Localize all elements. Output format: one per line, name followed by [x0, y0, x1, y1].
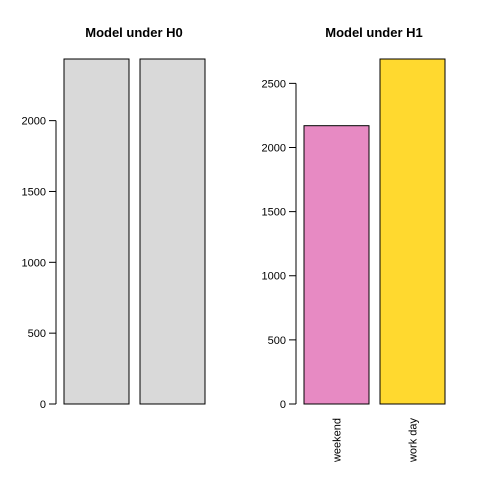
bar-h1-2 [379, 58, 446, 405]
y-tick-label-h1-500: 500 [268, 335, 286, 347]
chart-panel-h0: Model under H0 0 500 1000 1500 2000 [22, 25, 206, 411]
y-tick-label-h0-2000: 2000 [22, 116, 46, 128]
y-tick-label-h0-500: 500 [28, 328, 46, 340]
chart-title-h0: Model under H0 [85, 25, 183, 40]
chart-panel-h1: Model under H1 0 500 1000 1500 2000 2500 weeke… [262, 25, 446, 464]
y-tick-label-h1-0: 0 [280, 399, 286, 411]
y-tick-label-h0-1000: 1000 [22, 257, 46, 269]
chart-title-h1: Model under H1 [325, 25, 423, 40]
y-tick-label-h1-2000: 2000 [262, 142, 286, 154]
y-tick-label-h1-1500: 1500 [262, 207, 286, 219]
y-tick-label-h1-1000: 1000 [262, 271, 286, 283]
y-tick-label-h1-2500: 2500 [262, 78, 286, 90]
bar-h0-2 [139, 58, 206, 405]
x-category-label-h1-2: work day [408, 418, 420, 464]
y-tick-label-h0-0: 0 [40, 399, 46, 411]
x-category-label-h1-1: weekend [332, 418, 344, 463]
bar-h0-1 [63, 58, 130, 405]
y-tick-label-h0-1500: 1500 [22, 186, 46, 198]
bar-h1-1 [303, 125, 370, 405]
